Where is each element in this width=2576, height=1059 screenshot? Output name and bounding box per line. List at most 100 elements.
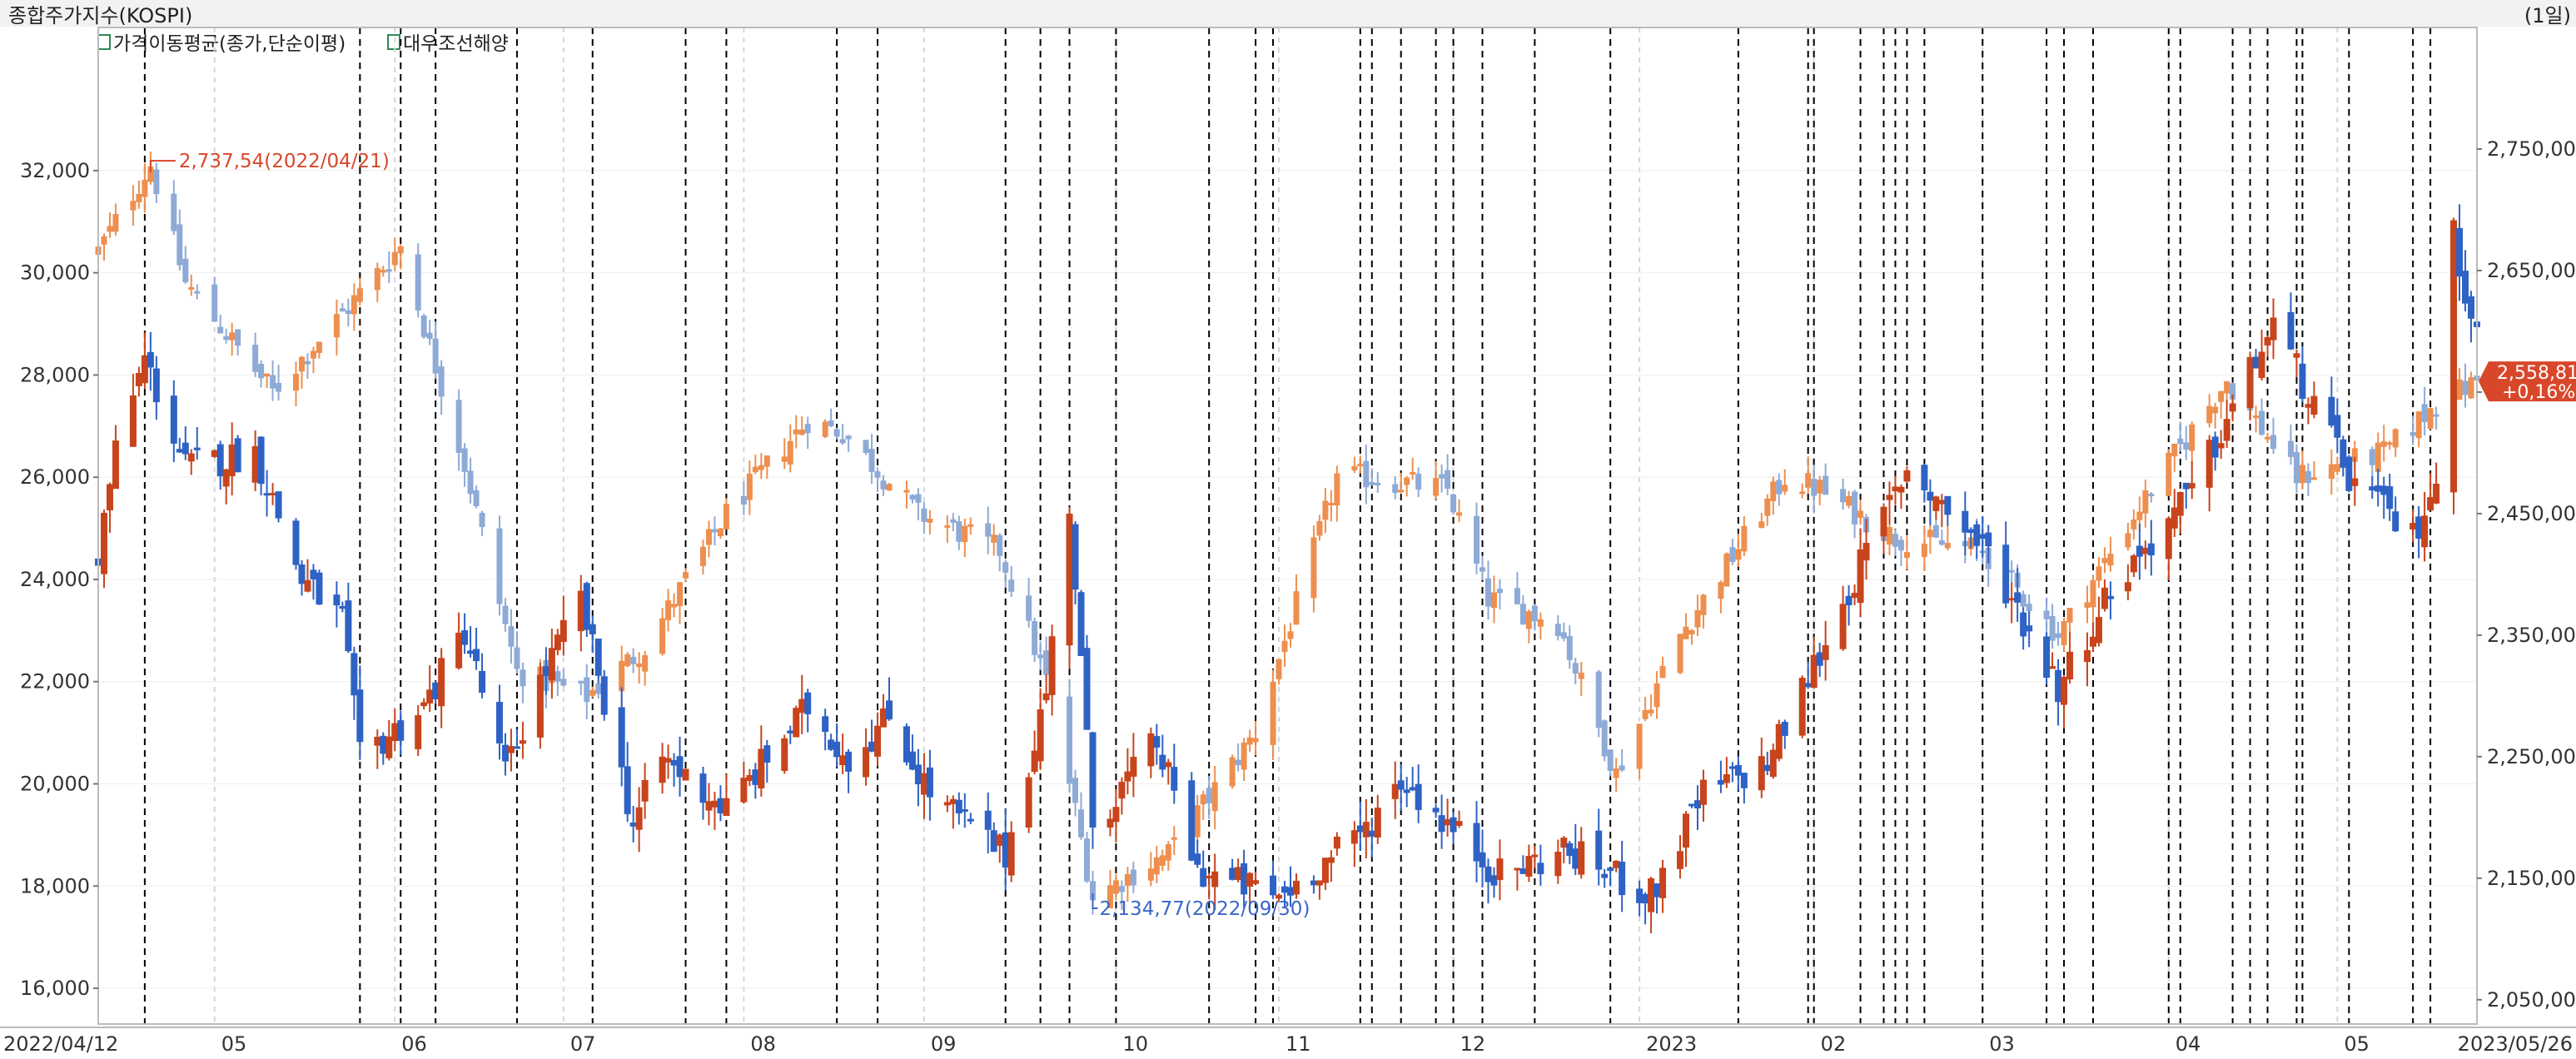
- daewoo-candle-body: [1927, 491, 1934, 501]
- daewoo-candle-body: [1490, 875, 1498, 886]
- kospi-candle-body: [397, 246, 404, 254]
- daewoo-candle-body: [356, 689, 364, 743]
- daewoo-candle-body: [1728, 766, 1736, 769]
- x-tick-label: 10: [1122, 1032, 1148, 1056]
- checkbox-icon[interactable]: [97, 34, 111, 50]
- daewoo-candle-body: [1037, 709, 1044, 762]
- daewoo-candle-body: [1804, 683, 1812, 688]
- x-tick-label: 04: [2176, 1032, 2201, 1056]
- left-tick-label: 28,000: [20, 363, 90, 386]
- daewoo-candle-body: [1315, 880, 1323, 886]
- kospi-candle-body: [804, 424, 811, 434]
- daewoo-candle-body: [345, 600, 352, 652]
- daewoo-candle-body: [1432, 808, 1440, 813]
- kospi-candle-body: [619, 660, 625, 692]
- legend-item-daewoo[interactable]: 대우조선해양: [387, 33, 509, 55]
- daewoo-candle-body: [1572, 848, 1579, 869]
- right-tick-label: 2,050,00: [2487, 988, 2576, 1012]
- kospi-candle-body: [1293, 591, 1300, 625]
- daewoo-candle-body: [758, 748, 765, 789]
- candles-kospi: [95, 152, 2480, 915]
- kospi-candle-body: [112, 214, 119, 232]
- daewoo-candle-body: [1723, 774, 1730, 783]
- kospi-candle-body: [1270, 681, 1276, 745]
- daewoo-candle-body: [961, 809, 968, 813]
- daewoo-candle-body: [1083, 648, 1091, 730]
- daewoo-candle-body: [536, 674, 544, 738]
- kospi-candle-body: [177, 224, 183, 266]
- daewoo-candle-body: [2258, 351, 2265, 379]
- kospi-candle-body: [276, 383, 282, 392]
- kospi-candle-body: [584, 677, 590, 703]
- daewoo-candle-body: [2014, 592, 2022, 603]
- axes: 05 06 07 08 09 10 11 12 2023 02 03 04 05 32,000 30,000…: [0, 27, 2576, 1056]
- daewoo-candle-body: [2450, 220, 2458, 493]
- daewoo-candle-body: [222, 469, 230, 487]
- kospi-candle-body: [2166, 452, 2172, 496]
- daewoo-candle-body: [1048, 636, 1056, 695]
- kospi-candle-body: [793, 429, 799, 435]
- kospi-candle-body: [415, 254, 421, 311]
- kospi-candle-body: [828, 420, 834, 426]
- daewoo-candle-body: [943, 802, 951, 806]
- daewoo-candle-body: [740, 778, 748, 803]
- kospi-candle-body: [1560, 632, 1567, 639]
- daewoo-candle-body: [507, 746, 515, 753]
- kospi-candle-body: [1735, 549, 1742, 560]
- daewoo-candle-body: [1415, 783, 1422, 810]
- kospi-candle-body: [2427, 408, 2434, 429]
- kospi-candle-body: [642, 655, 649, 672]
- daewoo-candle-body: [2305, 404, 2312, 408]
- kospi-candle-body: [1578, 672, 1584, 679]
- kospi-candle-body: [333, 314, 340, 338]
- legend-item-moving-average[interactable]: 가격이동평균(종가,단순이평): [97, 33, 346, 55]
- kospi-candle-body: [2462, 380, 2469, 395]
- daewoo-candle-body: [1648, 878, 1655, 912]
- kospi-candle-body: [2293, 452, 2300, 484]
- daewoo-candle-body: [618, 707, 625, 768]
- checkbox-icon[interactable]: [387, 34, 400, 50]
- kospi-candle-body: [683, 572, 689, 579]
- kospi-candle-body: [217, 326, 224, 334]
- kospi-candle-body: [2148, 493, 2155, 496]
- daewoo-candle-body: [461, 630, 469, 645]
- daewoo-candle-body: [752, 769, 759, 785]
- daewoo-candle-body: [2229, 403, 2236, 412]
- kospi-candle-body: [2328, 464, 2335, 480]
- kospi-candle-body: [153, 169, 160, 195]
- daewoo-candle-body: [1717, 779, 1724, 785]
- period-label[interactable]: (1일): [2524, 4, 2571, 27]
- kospi-candle-body: [374, 268, 380, 291]
- kospi-candle-body: [1642, 709, 1649, 719]
- kospi-candle-body: [1398, 490, 1405, 493]
- daewoo-candle-body: [589, 624, 596, 634]
- kospi-candle-body: [1229, 757, 1236, 787]
- kospi-candle-body: [845, 435, 852, 440]
- kospi-candle-body: [101, 236, 107, 245]
- daewoo-candle-body: [996, 834, 1003, 846]
- kospi-candle-body: [2305, 470, 2311, 484]
- kospi-candle-body: [763, 455, 770, 467]
- left-tick-label: 32,000: [20, 159, 90, 182]
- kospi-candle-body: [1334, 473, 1340, 506]
- kospi-candle-body: [2043, 610, 2050, 619]
- daewoo-candle-body: [781, 738, 788, 772]
- event-lines: [143, 27, 2478, 1024]
- kospi-candle-body: [1130, 869, 1136, 886]
- daewoo-candle-body: [880, 708, 888, 728]
- daewoo-candle-body: [833, 741, 841, 758]
- daewoo-candle-body: [641, 779, 649, 802]
- daewoo-candle-body: [670, 759, 678, 766]
- kospi-candle-body: [1206, 788, 1212, 803]
- kospi-candle-body: [508, 626, 515, 647]
- kospi-candle-body: [1026, 595, 1032, 621]
- kospi-candle-body: [833, 429, 840, 437]
- kospi-candle-body: [578, 680, 584, 684]
- daewoo-candle-body: [822, 716, 829, 733]
- kospi-candle-body: [2224, 380, 2230, 394]
- daewoo-candle-body: [2264, 336, 2271, 346]
- daewoo-candle-body: [1473, 823, 1480, 862]
- daewoo-candle-body: [1496, 858, 1504, 881]
